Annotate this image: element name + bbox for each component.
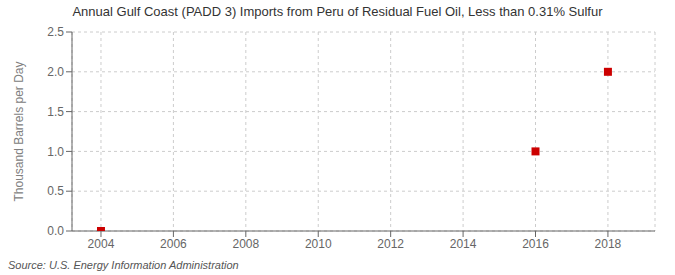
svg-text:1.5: 1.5 <box>47 105 64 119</box>
svg-text:Thousand Barrels per Day: Thousand Barrels per Day <box>12 61 26 201</box>
svg-text:2018: 2018 <box>595 237 622 251</box>
html-text:Annual Gulf Coast (PADD 3) Imp: Annual Gulf Coast (PADD 3) Imports from … <box>72 4 603 19</box>
html-text:Source: U.S. Energy Informatio: Source: U.S. Energy Information Administ… <box>8 259 239 271</box>
svg-text:2.0: 2.0 <box>47 65 64 79</box>
svg-text:2008: 2008 <box>232 237 259 251</box>
svg-text:0.5: 0.5 <box>47 184 64 198</box>
svg-text:2.5: 2.5 <box>47 25 64 39</box>
svg-text:2016: 2016 <box>522 237 549 251</box>
svg-text:2010: 2010 <box>305 237 332 251</box>
svg-text:2004: 2004 <box>88 237 115 251</box>
svg-text:1.0: 1.0 <box>47 145 64 159</box>
svg-text:0.0: 0.0 <box>47 224 64 238</box>
svg-text:2012: 2012 <box>377 237 404 251</box>
svg-text:2006: 2006 <box>160 237 187 251</box>
svg-text:2014: 2014 <box>450 237 477 251</box>
